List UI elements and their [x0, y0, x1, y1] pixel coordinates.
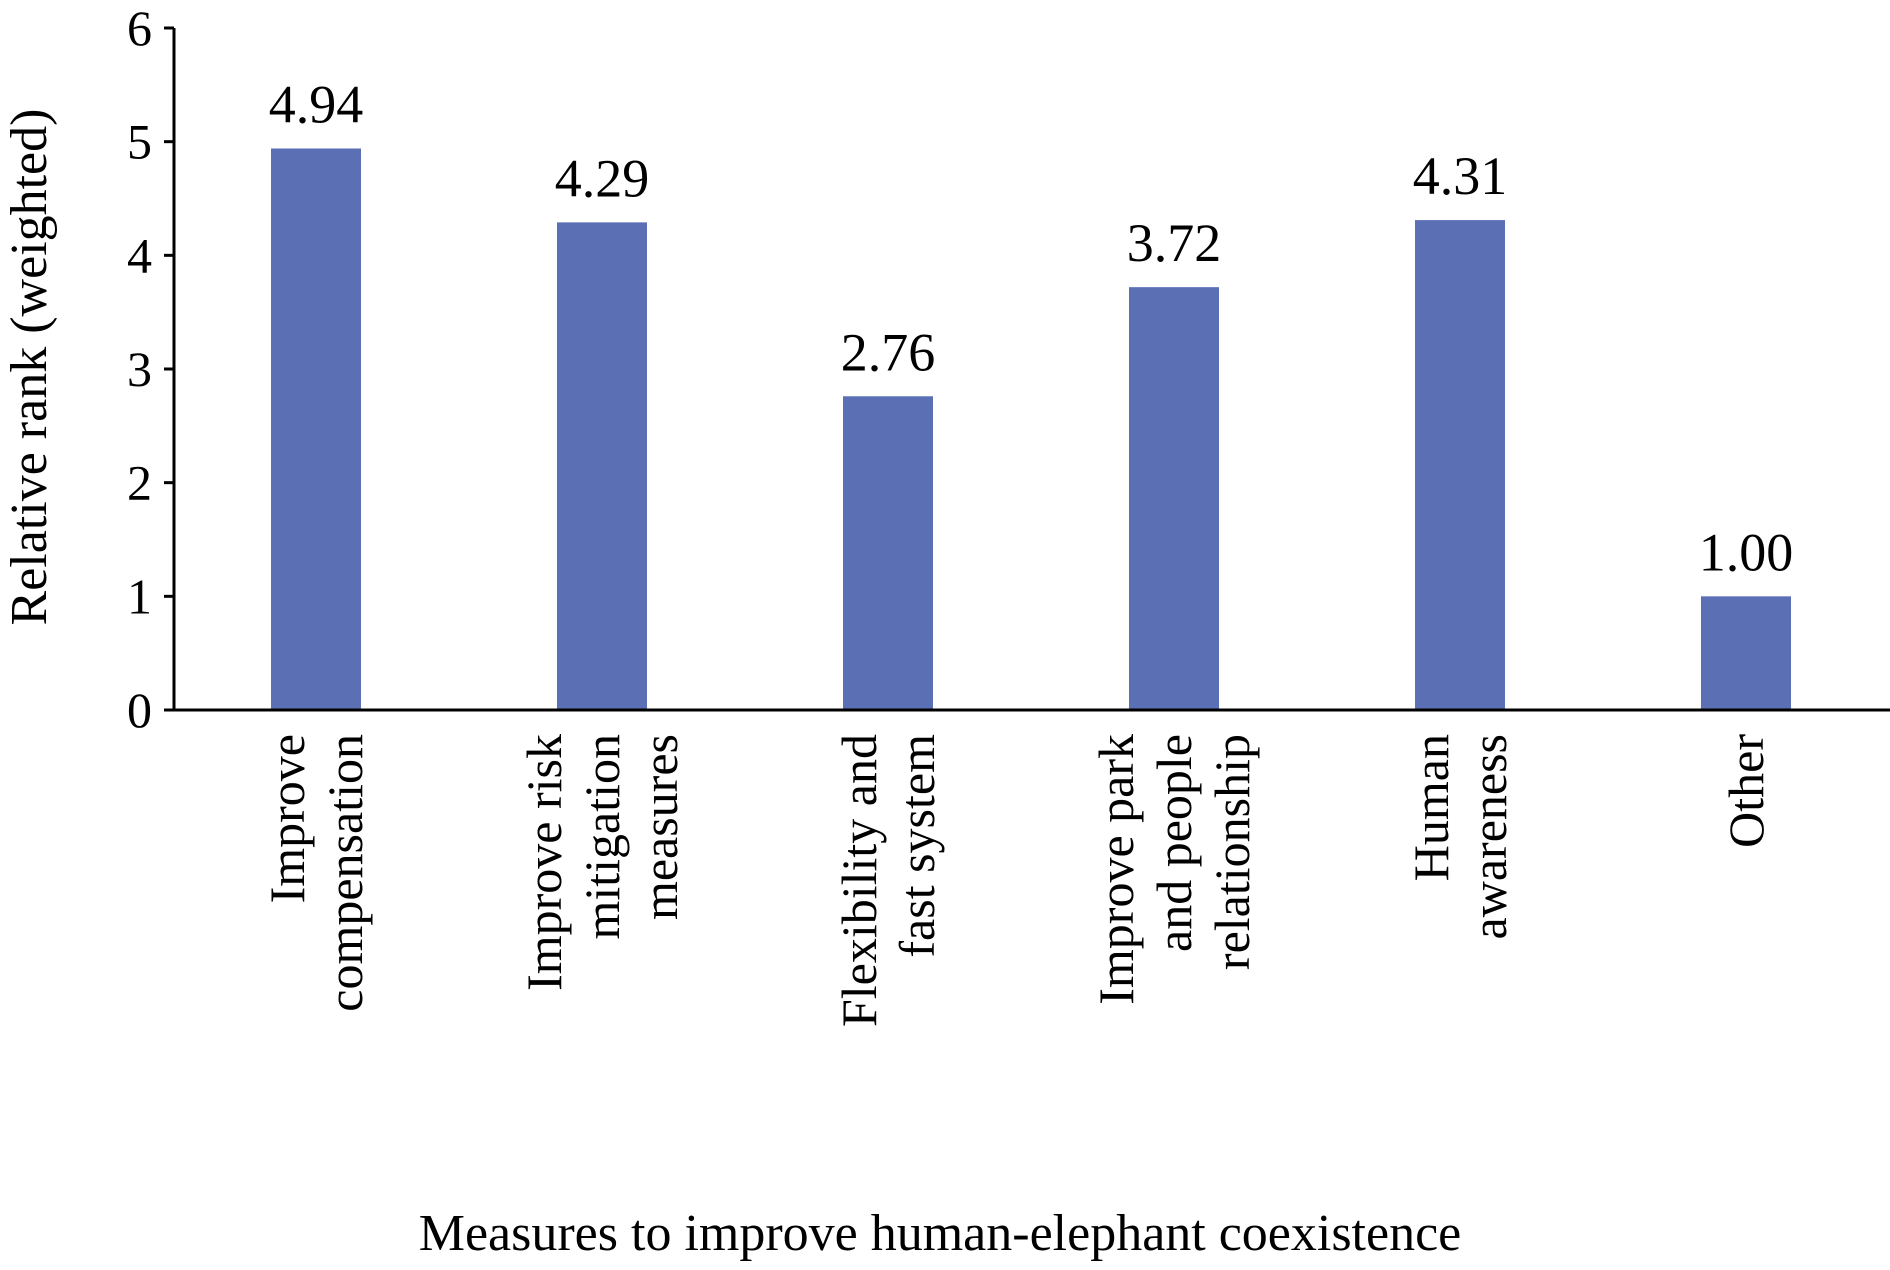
- y-tick-label: 6: [127, 0, 152, 56]
- data-label-5: 4.31: [1413, 146, 1508, 206]
- bars-group: [271, 148, 1791, 710]
- data-label-2: 4.29: [555, 148, 650, 208]
- bar-1: [271, 148, 361, 710]
- category-labels-group: Improvecompensation Improve riskmitigatio…: [259, 734, 1774, 1027]
- bar-5: [1415, 220, 1505, 710]
- x-tick-label-line: Improve risk: [516, 734, 572, 991]
- x-tick-label-line: compensation: [317, 734, 373, 1012]
- data-label-1: 4.94: [269, 74, 364, 134]
- x-tick-label-5: Humanawareness: [1403, 734, 1517, 939]
- x-tick-label-line: and people: [1146, 734, 1202, 952]
- y-axis: 0 1 2 3 4 5 6: [127, 0, 176, 738]
- x-axis-title: Measures to improve human-elephant coexi…: [419, 1205, 1462, 1262]
- bar-2: [557, 222, 647, 710]
- data-labels-group: 4.94 4.29 2.76 3.72 4.31 1.00: [269, 74, 1794, 582]
- x-tick-label-1: Improvecompensation: [259, 734, 373, 1012]
- bar-4: [1129, 287, 1219, 710]
- x-tick-label-line: Human: [1403, 734, 1459, 881]
- x-tick-label-line: Flexibility and: [831, 734, 887, 1027]
- y-axis-title: Relative rank (weighted): [1, 109, 58, 626]
- bar-6: [1701, 596, 1791, 710]
- y-tick-label: 5: [127, 114, 152, 170]
- x-tick-label-4: Improve parkand peoplerelationship: [1088, 734, 1260, 1005]
- x-tick-label-3: Flexibility andfast system: [831, 734, 945, 1027]
- x-tick-label-line: mitigation: [574, 734, 630, 940]
- bar-3: [843, 396, 933, 710]
- x-tick-label-line: relationship: [1204, 734, 1260, 970]
- y-tick-label: 2: [127, 455, 152, 511]
- data-label-4: 3.72: [1127, 213, 1222, 273]
- x-tick-label-2: Improve riskmitigationmeasures: [516, 734, 688, 991]
- x-tick-label-line: measures: [632, 734, 688, 920]
- y-tick-label: 0: [127, 682, 152, 738]
- data-label-3: 2.76: [841, 322, 936, 382]
- x-tick-label-line: Improve: [259, 734, 315, 903]
- x-tick-label-line: awareness: [1461, 734, 1517, 939]
- x-tick-label-line: fast system: [889, 734, 945, 958]
- y-tick-label: 4: [127, 227, 152, 283]
- x-tick-label-line: Other: [1718, 734, 1774, 848]
- y-tick-label: 1: [127, 568, 152, 624]
- y-tick-label: 3: [127, 341, 152, 397]
- x-tick-label-line: Improve park: [1088, 734, 1144, 1005]
- data-label-6: 1.00: [1699, 522, 1794, 582]
- x-tick-label-6: Other: [1718, 734, 1774, 848]
